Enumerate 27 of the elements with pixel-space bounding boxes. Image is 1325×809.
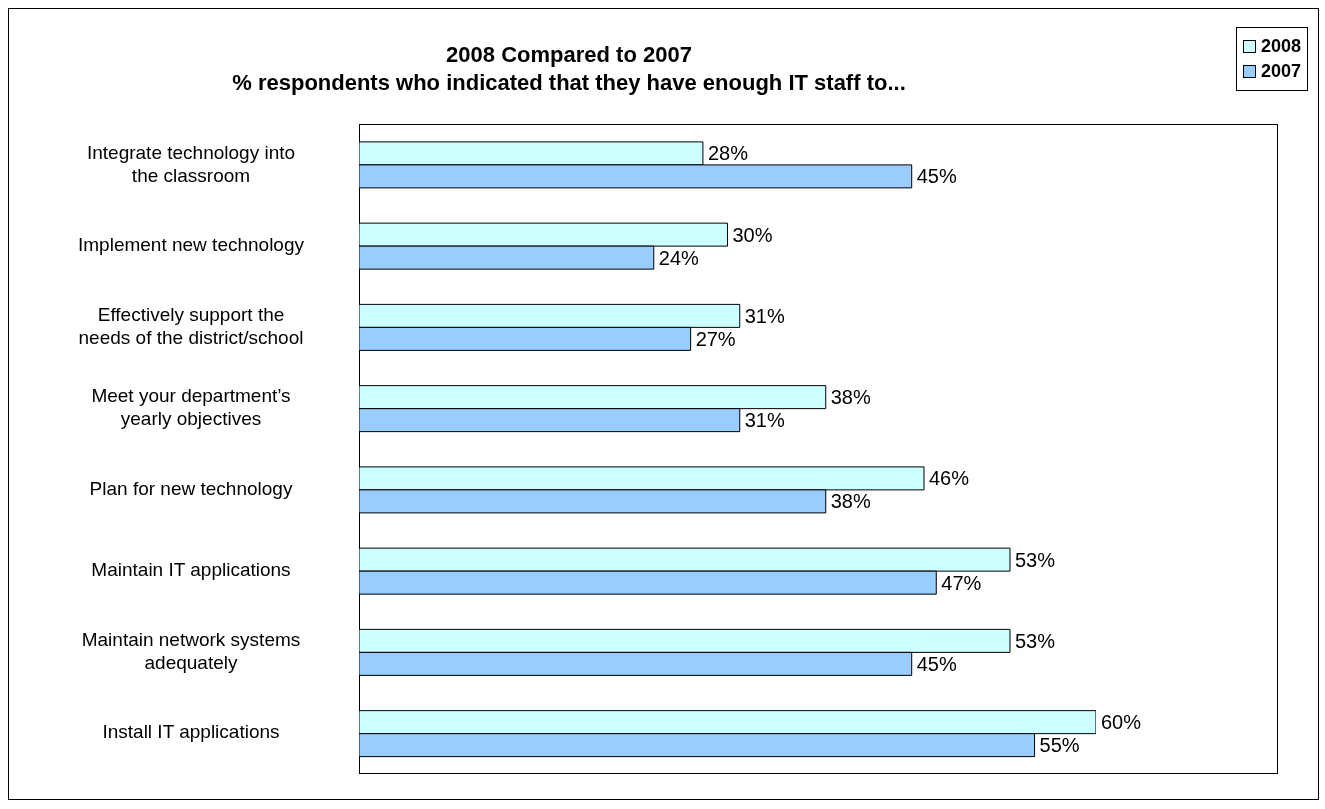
data-label: 45% — [916, 652, 957, 675]
data-label: 47% — [941, 571, 982, 594]
y-tick-label: Effectively support the needs of the district/school — [78, 304, 304, 349]
y-tick-label: Plan for new technology — [89, 477, 293, 499]
legend-label: 2007 — [1260, 61, 1301, 82]
data-label: 38% — [830, 386, 871, 409]
data-label: 46% — [929, 467, 970, 490]
data-label: 27% — [695, 327, 736, 350]
y-tick-label: Maintain network systems adequately — [81, 629, 301, 674]
data-label: 45% — [916, 165, 957, 188]
data-label: 60% — [1100, 711, 1142, 734]
y-tick-label: Install IT applications — [102, 721, 280, 743]
data-label: 31% — [744, 409, 786, 432]
data-label: 38% — [830, 490, 871, 513]
legend-label: 2008 — [1260, 36, 1301, 57]
data-label: 31% — [744, 304, 786, 327]
data-label: 30% — [732, 223, 773, 246]
y-tick-label: Meet your department’s yearly objectives — [91, 385, 291, 430]
y-tick-label: Integrate technology into the classroom — [86, 141, 296, 186]
data-label: 55% — [1039, 734, 1080, 757]
data-label: 28% — [707, 142, 749, 165]
y-tick-label: Maintain IT applications — [91, 558, 291, 580]
data-label: 24% — [658, 246, 700, 269]
data-label: 53% — [1014, 629, 1056, 652]
chart-title: 2008 Compared to 2007 % respondents who indicated that they have enough IT staff to... — [231, 41, 907, 97]
data-label: 53% — [1014, 548, 1056, 571]
y-tick-label: Implement new technology — [77, 233, 305, 255]
